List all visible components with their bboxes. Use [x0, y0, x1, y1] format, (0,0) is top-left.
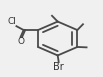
Text: Br: Br: [53, 62, 64, 72]
Text: Cl: Cl: [7, 17, 16, 26]
Text: O: O: [17, 37, 24, 46]
